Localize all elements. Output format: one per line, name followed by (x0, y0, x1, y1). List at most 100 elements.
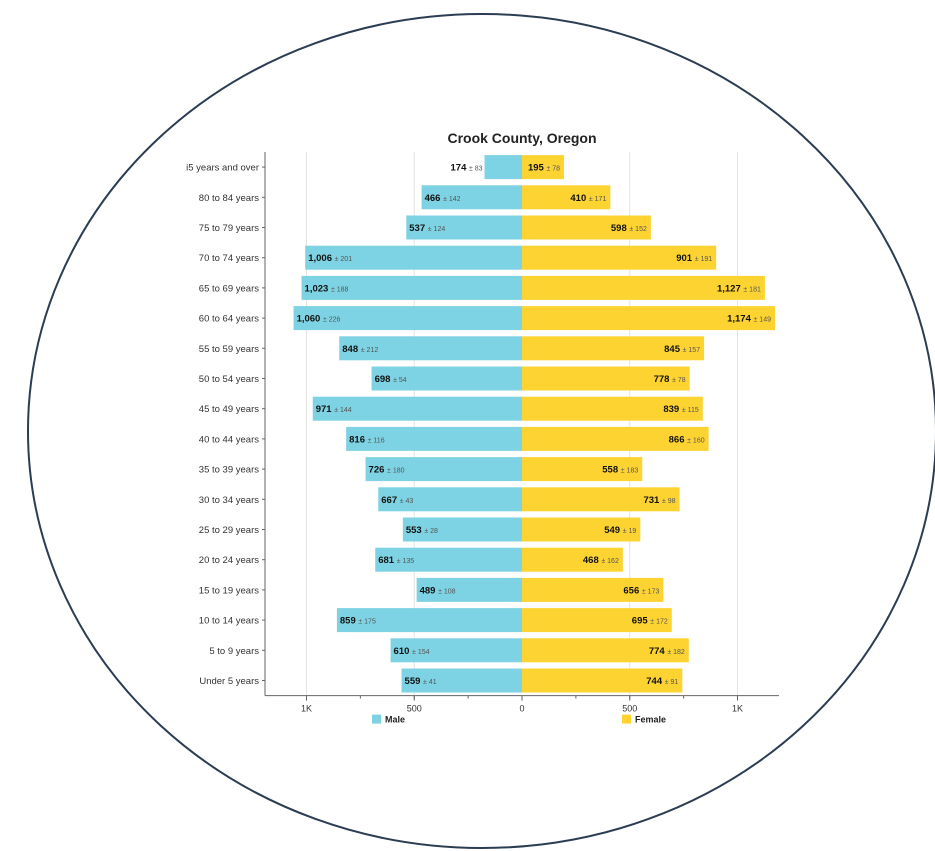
x-tick-label: 500 (407, 704, 422, 714)
male-value-label: 698 ± 54 (375, 374, 407, 385)
category-label: 5 to 9 years (209, 646, 259, 657)
legend-swatch-female (622, 714, 631, 724)
male-bar (416, 577, 522, 602)
female-bar (522, 638, 689, 663)
female-bar (522, 366, 690, 391)
female-bar (522, 426, 709, 451)
male-bar (293, 306, 522, 331)
male-bar (401, 668, 522, 693)
female-value-label: 744 ± 91 (646, 676, 678, 687)
chart-title: Crook County, Oregon (447, 130, 596, 146)
bar-layer (293, 155, 775, 693)
male-bar (378, 487, 522, 512)
female-bar (522, 215, 651, 240)
female-value-label: 195 ± 78 (528, 163, 560, 174)
female-bar (522, 668, 683, 693)
male-bar (305, 245, 522, 270)
female-bar (522, 547, 623, 572)
female-value-label: 774 ± 182 (649, 646, 685, 657)
female-bar (522, 245, 717, 270)
grid-layer (306, 152, 738, 696)
female-value-label: 866 ± 160 (669, 434, 705, 445)
category-label: 45 to 49 years (199, 404, 259, 415)
female-value-label: 731 ± 98 (643, 495, 675, 506)
legend: Male Female (372, 714, 666, 725)
female-value-label: 695 ± 172 (632, 616, 668, 627)
female-bar (522, 517, 641, 542)
male-value-label: 489 ± 108 (420, 585, 456, 596)
category-label: 25 to 29 years (199, 525, 259, 536)
category-label: 15 to 19 years (199, 585, 259, 596)
female-bar (522, 306, 775, 331)
female-bar (522, 608, 672, 633)
male-value-label: 848 ± 212 (342, 344, 378, 355)
male-bar (339, 336, 522, 361)
category-label: 60 to 64 years (199, 314, 259, 325)
male-bar (484, 155, 522, 180)
x-axis: 1K 500 0 500 1K (262, 152, 779, 714)
female-value-label: 656 ± 173 (623, 585, 659, 596)
male-value-label: 859 ± 175 (340, 616, 376, 627)
male-bar (365, 457, 522, 482)
male-bar (402, 517, 522, 542)
legend-swatch-male (372, 714, 381, 724)
male-value-label: 726 ± 180 (369, 465, 405, 476)
male-value-label: 559 ± 41 (405, 676, 437, 687)
male-bar (301, 275, 522, 300)
category-label: 50 to 54 years (199, 374, 259, 385)
category-label: 35 to 39 years (199, 465, 259, 476)
frame-ellipse (27, 13, 935, 849)
female-value-label: 558 ± 183 (602, 465, 638, 476)
female-value-label: 901 ± 191 (676, 253, 712, 264)
x-tick-label: 0 (519, 704, 524, 714)
category-label: 75 to 79 years (199, 223, 259, 234)
female-bar (522, 577, 664, 602)
female-bar (522, 396, 703, 421)
female-value-label: 549 ± 19 (604, 525, 636, 536)
male-value-label: 537 ± 124 (409, 223, 445, 234)
legend-label-male: Male (385, 715, 405, 725)
category-label: 65 to 69 years (199, 283, 259, 294)
category-label: i5 years and over (186, 163, 259, 174)
male-bar (336, 608, 522, 633)
category-label: 70 to 74 years (199, 253, 259, 264)
female-value-label: 839 ± 115 (663, 404, 699, 415)
female-bar (522, 487, 680, 512)
category-label: 40 to 44 years (199, 434, 259, 445)
female-bar (522, 185, 611, 210)
female-value-label: 598 ± 152 (611, 223, 647, 234)
female-value-label: 1,127 ± 181 (717, 283, 761, 294)
male-value-label: 1,006 ± 201 (308, 253, 352, 264)
male-value-label: 174 ± 83 (451, 163, 483, 174)
female-bar (522, 275, 765, 300)
category-label: 10 to 14 years (199, 616, 259, 627)
female-value-label: 845 ± 157 (664, 344, 700, 355)
category-label: 80 to 84 years (199, 193, 259, 204)
female-bar (522, 336, 705, 361)
female-value-label: 410 ± 171 (570, 193, 606, 204)
x-tick-label: 500 (622, 704, 637, 714)
male-value-label: 971 ± 144 (316, 404, 352, 415)
female-bar (522, 155, 565, 180)
male-bar (406, 215, 522, 240)
male-bar (390, 638, 522, 663)
x-tick-label: 1K (301, 704, 312, 714)
male-value-label: 667 ± 43 (381, 495, 413, 506)
male-value-label: 816 ± 116 (349, 434, 385, 445)
category-label: 30 to 34 years (199, 495, 259, 506)
legend-label-female: Female (635, 715, 666, 725)
female-value-label: 468 ± 162 (583, 555, 619, 566)
category-label: 20 to 24 years (199, 555, 259, 566)
male-bar (421, 185, 522, 210)
male-value-label: 553 ± 28 (406, 525, 438, 536)
female-value-label: 778 ± 78 (654, 374, 686, 385)
male-value-label: 610 ± 154 (394, 646, 430, 657)
male-bar (312, 396, 522, 421)
male-value-label: 1,060 ± 226 (297, 314, 341, 325)
female-value-label: 1,174 ± 149 (727, 314, 771, 325)
x-tick-label: 1K (732, 704, 743, 714)
male-bar (375, 547, 522, 572)
male-value-label: 1,023 ± 188 (305, 283, 349, 294)
